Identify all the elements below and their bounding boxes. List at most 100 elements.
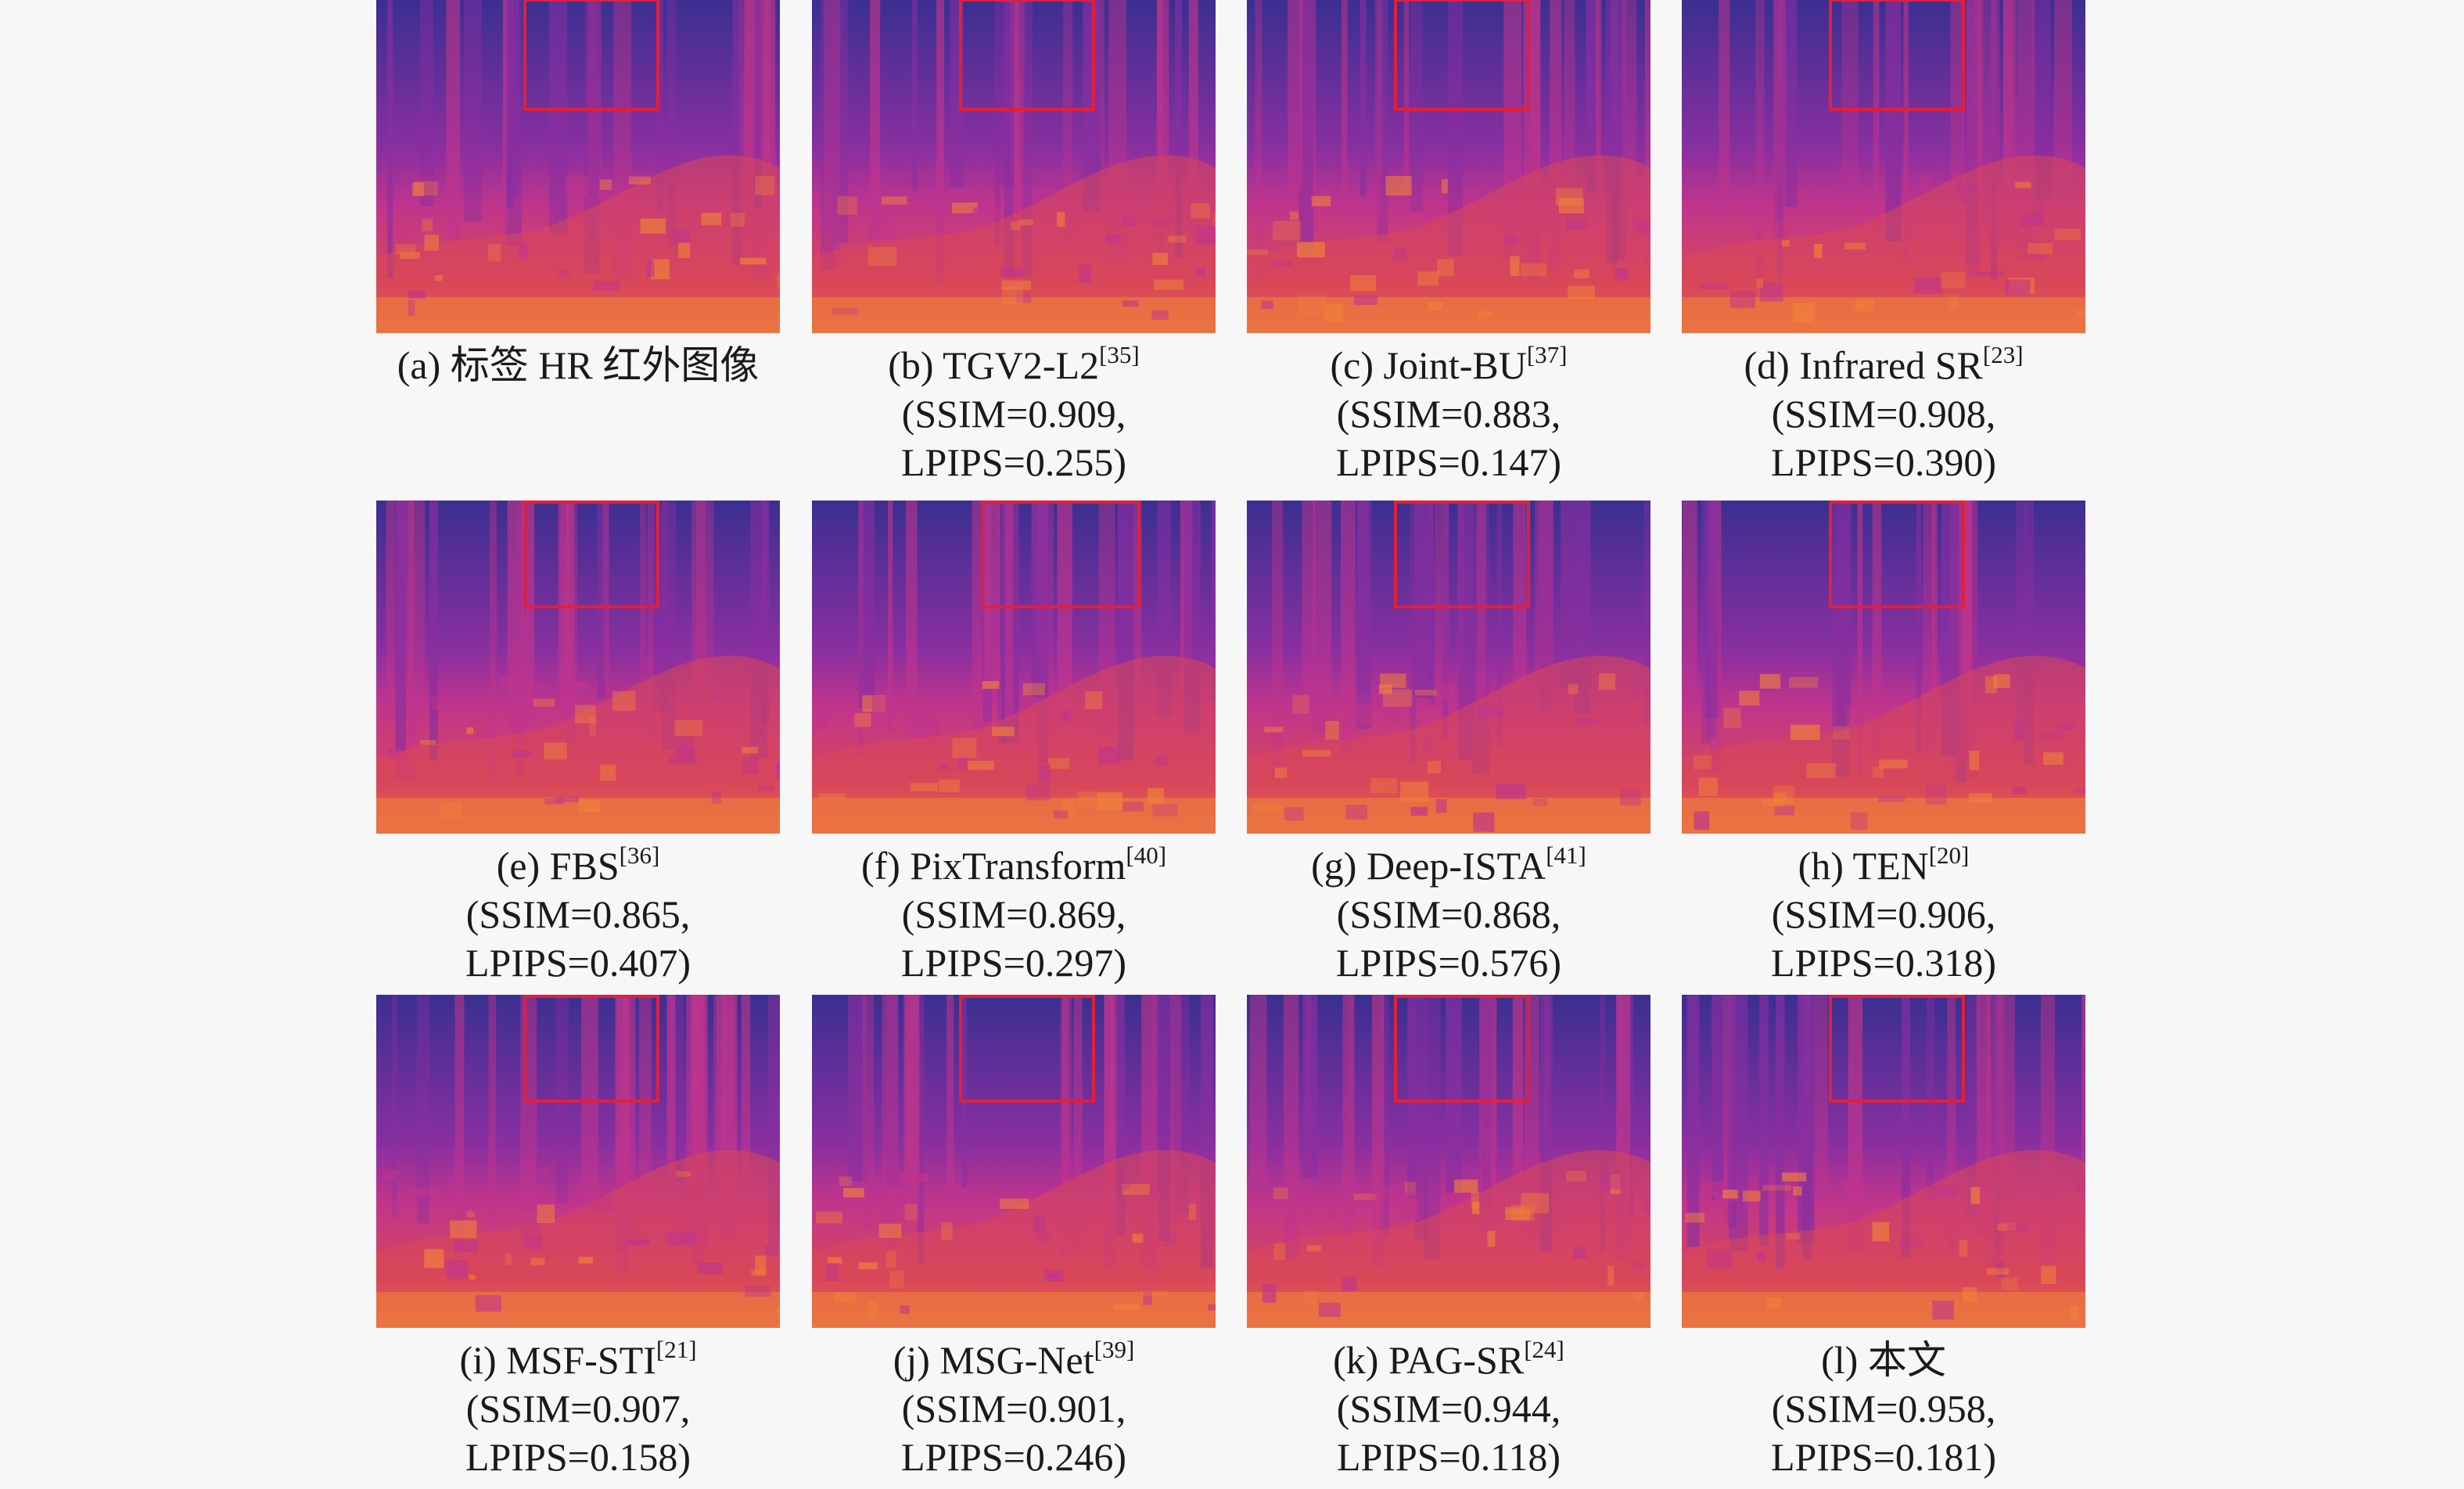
heat-blotch — [1968, 793, 1992, 803]
heat-blotch — [1033, 1215, 1046, 1233]
heat-blotch — [858, 1262, 878, 1270]
tree-trunk — [1116, 995, 1126, 1235]
heat-blotch — [383, 1170, 397, 1181]
heat-blotch — [1774, 805, 1794, 816]
heat-blotch — [488, 244, 501, 262]
heat-blotch — [1000, 1198, 1029, 1209]
tree-trunk — [833, 0, 849, 243]
tree-trunk — [1313, 501, 1332, 734]
heat-blotch — [1000, 267, 1023, 278]
heat-blotch — [818, 793, 846, 800]
heat-blotch — [1122, 1184, 1151, 1195]
tree-trunk — [1099, 0, 1104, 200]
caption-label: (i) MSF-STI — [459, 1338, 656, 1382]
citation-ref: [35] — [1099, 341, 1140, 368]
heat-blotch — [889, 1270, 904, 1289]
heat-blotch — [673, 228, 691, 243]
heat-blotch — [1566, 1171, 1586, 1182]
heat-blotch — [813, 712, 829, 731]
heat-blotch — [1437, 259, 1454, 277]
heat-blotch — [1143, 1290, 1152, 1305]
heat-blotch — [544, 798, 565, 805]
tree-trunk — [1857, 501, 1863, 775]
heat-blotch — [1435, 798, 1447, 813]
heat-blotch — [1152, 253, 1168, 265]
tree-trunk — [997, 501, 1005, 745]
heat-blotch — [521, 683, 548, 690]
tree-trunk — [656, 0, 663, 211]
heat-blotch — [424, 234, 439, 251]
heat-blotch — [1122, 802, 1144, 812]
heat-blotch — [612, 691, 636, 711]
heat-blotch — [1574, 719, 1599, 724]
tree-trunk — [666, 995, 676, 1182]
thermal-scene — [376, 501, 780, 834]
tree-trunk — [936, 0, 944, 283]
lpips-value: LPIPS=0.246) — [901, 1435, 1126, 1479]
heat-blotch — [1471, 1192, 1479, 1209]
heat-blotch — [1380, 673, 1406, 688]
heat-blotch — [1521, 263, 1547, 277]
tree-trunk — [1931, 501, 1938, 699]
heat-blotch — [435, 275, 444, 282]
tree-trunk — [821, 0, 835, 271]
heat-blotch — [1162, 1231, 1176, 1247]
tree-trunk — [962, 995, 968, 1188]
thermal-image-i — [376, 995, 780, 1328]
citation-ref: [20] — [1928, 841, 1970, 869]
heat-blotch — [776, 1307, 780, 1313]
heat-blotch — [1949, 301, 1959, 310]
heat-blotch — [2005, 279, 2031, 296]
heat-blotch — [881, 196, 907, 205]
heat-blotch — [745, 1285, 771, 1297]
heat-blotch — [1701, 1182, 1723, 1197]
caption-c: (c) Joint-BU[37] (SSIM=0.883, LPIPS=0.14… — [1216, 341, 1682, 486]
tree-trunk — [548, 0, 568, 233]
heat-blotch — [1018, 219, 1033, 226]
heat-blotch — [566, 176, 589, 195]
caption-g: (g) Deep-ISTA[41] (SSIM=0.868, LPIPS=0.5… — [1216, 841, 1682, 987]
roi-box — [523, 0, 659, 111]
warm-terrain — [1247, 155, 1650, 333]
heat-blotch — [1503, 235, 1518, 245]
thermal-scene — [1247, 995, 1650, 1328]
heat-blotch — [1097, 747, 1119, 765]
heat-blotch — [1762, 1185, 1791, 1191]
heat-blotch — [837, 196, 857, 215]
heat-blotch — [676, 1171, 691, 1177]
heat-blotch — [1132, 1233, 1144, 1243]
tree-trunk — [1372, 995, 1385, 1266]
tree-trunk — [1835, 501, 1847, 741]
heat-blotch — [414, 176, 433, 185]
heat-blotch — [816, 1211, 842, 1224]
tree-trunk — [1380, 995, 1390, 1239]
caption-label: (j) MSG-Net — [893, 1338, 1094, 1382]
heat-blotch — [1855, 299, 1875, 312]
heat-blotch — [1685, 1212, 1705, 1223]
thermal-image-c — [1247, 0, 1650, 333]
thermal-scene — [1682, 0, 2085, 333]
heat-blotch — [1952, 172, 1963, 187]
heat-blotch — [674, 719, 703, 737]
heat-blotch — [1742, 1190, 1761, 1202]
heat-blotch — [1370, 777, 1398, 794]
heat-blotch — [915, 716, 940, 737]
tree-trunk — [1512, 995, 1524, 1189]
tree-trunk — [1435, 501, 1449, 720]
heat-blotch — [1698, 777, 1718, 796]
heat-blotch — [676, 746, 695, 762]
tree-trunk — [1000, 0, 1015, 187]
ssim-value: (SSIM=0.869, — [901, 892, 1126, 936]
heat-blotch — [939, 779, 960, 792]
tree-trunk — [1848, 995, 1862, 1253]
heat-blotch — [1997, 1223, 2017, 1231]
heat-blotch — [1872, 1222, 1890, 1242]
heat-blotch — [939, 764, 949, 770]
heat-blotch — [950, 188, 970, 201]
citation-ref: [40] — [1126, 841, 1167, 869]
tree-trunk — [1872, 501, 1882, 752]
heat-blotch — [574, 705, 596, 724]
heat-blotch — [764, 1246, 778, 1256]
heat-blotch — [555, 796, 579, 802]
heat-blotch — [1814, 243, 1823, 258]
